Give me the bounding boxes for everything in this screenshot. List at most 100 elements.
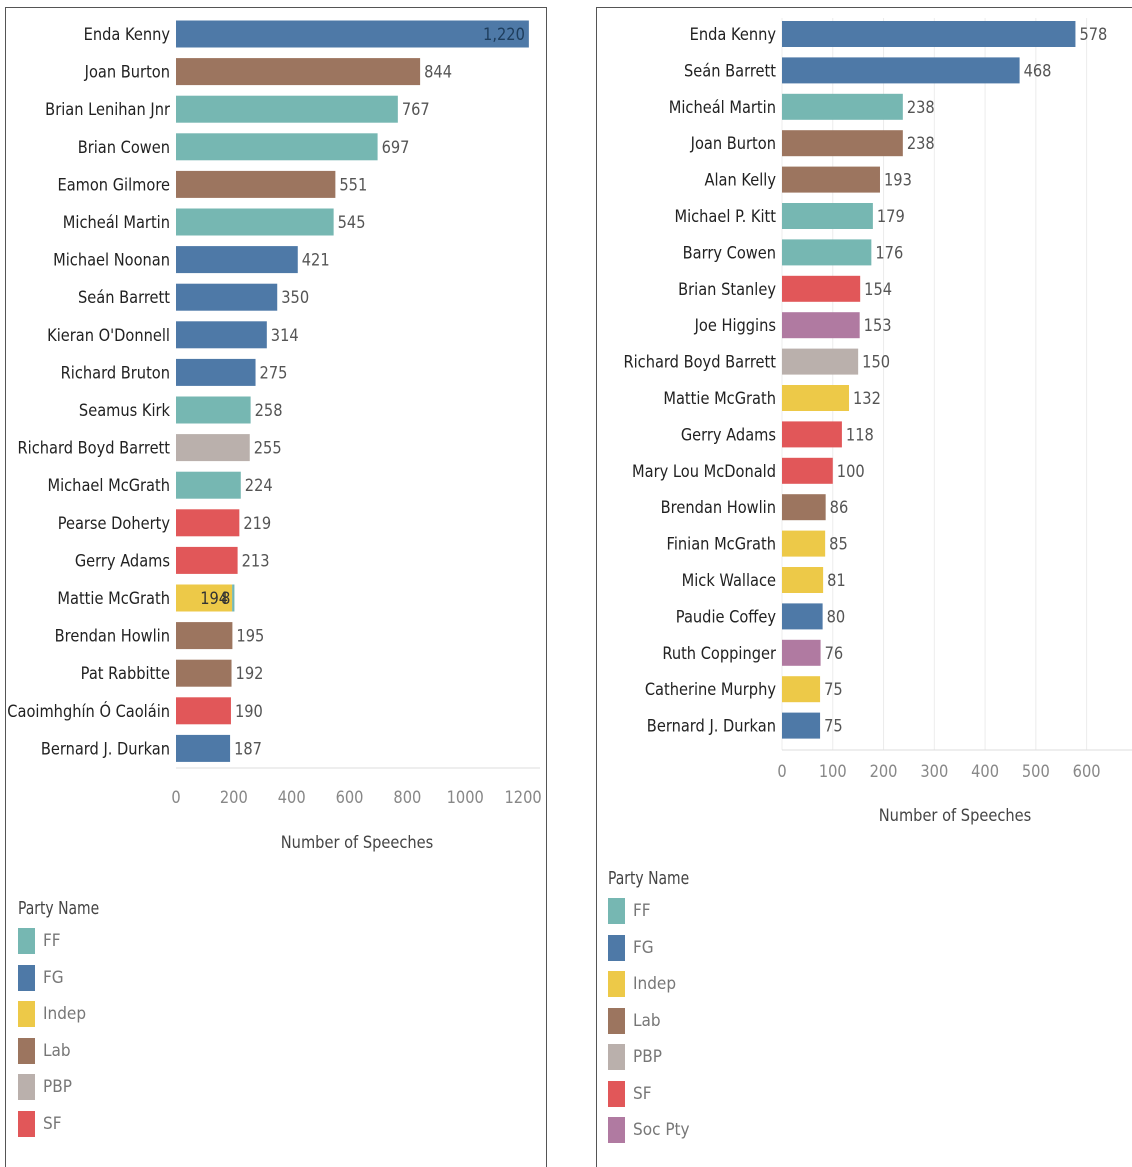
legend-item-fg[interactable]: FG [18, 960, 112, 997]
bar-eamon-gilmore [176, 170, 336, 198]
bar-bernard-j-durkan [782, 712, 821, 739]
value-label-michael-noonan: 421 [302, 250, 330, 270]
x-tick-label: 100 [819, 761, 847, 781]
legend-swatch [18, 964, 35, 991]
x-tick-label: 600 [1073, 761, 1101, 781]
left-legend: Party Name FF FG Indep Lab PBP SF [18, 898, 112, 1142]
left-bar-chart: Enda Kenny 1,220 Joan Burton 844 Brian Lenih… [7, 20, 542, 852]
bar-label-gerry-adams: Gerry Adams [75, 550, 170, 570]
legend-label: FG [43, 967, 64, 988]
bar-brian-lenihan-jnr [176, 95, 398, 123]
value-label-finian-mcgrath: 85 [829, 534, 848, 554]
legend-item-indep[interactable]: Indep [608, 966, 702, 1003]
legend-item-lab[interactable]: Lab [18, 1033, 112, 1070]
value-label-sean-barrett: 350 [281, 287, 309, 307]
legend-item-indep[interactable]: Indep [18, 996, 112, 1033]
value-label-micheal-martin: 238 [907, 97, 935, 117]
bar-seamus-kirk [176, 396, 251, 424]
value-label-ruth-coppinger: 76 [825, 643, 844, 663]
value-label-mary-lou-mcdonald: 100 [837, 461, 865, 481]
value-label-kieran-o-donnell: 314 [271, 325, 299, 345]
value-label-bernard-j-durkan: 75 [824, 716, 843, 736]
bar-label-ruth-coppinger: Ruth Coppinger [662, 643, 776, 663]
segment-value-label: 194 [200, 588, 228, 608]
bar-label-pearse-doherty: Pearse Doherty [58, 513, 170, 533]
legend-swatch [608, 1007, 625, 1034]
legend-label: Indep [43, 1004, 87, 1025]
value-label-brian-cowen: 697 [382, 137, 410, 157]
legend-item-lab[interactable]: Lab [608, 1003, 702, 1040]
legend-item-pbp[interactable]: PBP [18, 1069, 112, 1106]
x-tick-label: 1200 [504, 787, 541, 807]
bar-label-brian-lenihan-jnr: Brian Lenihan Jnr [45, 99, 170, 119]
value-label-caoimhghin-o-caolain: 190 [235, 701, 263, 721]
bar-label-barry-cowen: Barry Cowen [683, 242, 776, 262]
legend-item-fg[interactable]: FG [608, 930, 702, 967]
legend-swatch [608, 898, 625, 925]
x-tick-label: 400 [278, 787, 306, 807]
bar-label-sean-barrett: Seán Barrett [78, 287, 170, 307]
bar-sean-barrett [782, 57, 1020, 84]
value-label-gerry-adams: 118 [846, 424, 874, 444]
value-label-richard-boyd-barrett: 150 [862, 352, 890, 372]
legend-item-soc-pty[interactable]: Soc Pty [608, 1112, 702, 1149]
bar-label-joan-burton: Joan Burton [690, 133, 776, 153]
bar-label-michael-mcgrath: Michael McGrath [47, 475, 170, 495]
legend-label: PBP [633, 1047, 662, 1068]
value-label-brian-stanley: 154 [864, 279, 892, 299]
legend-swatch [608, 1080, 625, 1107]
bar-mattie-mcgrath [782, 385, 850, 411]
x-tick-label: 500 [1022, 761, 1050, 781]
value-label-brendan-howlin: 86 [830, 497, 849, 517]
value-label-pat-rabbitte: 192 [236, 663, 264, 683]
bar-label-mattie-mcgrath: Mattie McGrath [663, 388, 776, 408]
bar-catherine-murphy [782, 676, 821, 703]
bar-label-enda-kenny: Enda Kenny [690, 24, 776, 44]
legend-item-ff[interactable]: FF [608, 893, 702, 930]
bar-label-paudie-coffey: Paudie Coffey [676, 606, 776, 626]
bar-micheal-martin [176, 208, 334, 236]
x-tick-label: 0 [171, 787, 180, 807]
value-label-joan-burton: 238 [907, 133, 935, 153]
bar-enda-kenny [176, 20, 529, 48]
right-legend: Party Name FF FG Indep Lab PBP SF Soc Pty [608, 868, 702, 1149]
bar-gerry-adams [176, 546, 238, 574]
bar-label-micheal-martin: Micheál Martin [63, 212, 170, 232]
bar-barry-cowen [782, 239, 872, 266]
left-chart-frame [5, 7, 547, 1167]
value-label-micheal-martin: 545 [338, 212, 366, 232]
bar-label-michael-noonan: Michael Noonan [53, 250, 170, 270]
bar-label-micheal-martin: Micheál Martin [669, 97, 776, 117]
bar-mick-wallace [782, 567, 824, 593]
legend-swatch [608, 971, 625, 998]
legend-item-sf[interactable]: SF [18, 1106, 112, 1143]
value-label-richard-boyd-barrett: 255 [254, 438, 282, 458]
bar-label-kieran-o-donnell: Kieran O'Donnell [47, 325, 170, 345]
x-tick-label: 400 [971, 761, 999, 781]
value-label-mick-wallace: 81 [827, 570, 846, 590]
value-label-gerry-adams: 213 [242, 550, 270, 570]
legend-swatch [18, 1001, 35, 1028]
bar-label-alan-kelly: Alan Kelly [704, 170, 776, 190]
bar-bernard-j-durkan [176, 734, 231, 762]
bar-label-sean-barrett: Seán Barrett [684, 60, 776, 80]
legend-item-sf[interactable]: SF [608, 1076, 702, 1113]
legend-item-ff[interactable]: FF [18, 923, 112, 960]
value-label-paudie-coffey: 80 [827, 606, 846, 626]
bar-mattie-mcgrath-indep [176, 584, 233, 612]
bar-label-richard-bruton: Richard Bruton [61, 362, 170, 382]
bar-label-enda-kenny: Enda Kenny [84, 24, 170, 44]
legend-swatch [608, 1044, 625, 1071]
value-label-bernard-j-durkan: 187 [234, 738, 262, 758]
value-label-enda-kenny: 578 [1079, 24, 1107, 44]
bar-label-michael-p-kitt: Michael P. Kitt [674, 206, 776, 226]
bar-label-caoimhghin-o-caolain: Caoimhghín Ó Caoláin [7, 701, 170, 721]
bar-brendan-howlin [176, 622, 233, 650]
legend-title: Party Name [608, 868, 690, 889]
bar-label-joan-burton: Joan Burton [84, 62, 170, 82]
bar-label-brian-cowen: Brian Cowen [78, 137, 170, 157]
legend-item-pbp[interactable]: PBP [608, 1039, 702, 1076]
bar-enda-kenny [782, 21, 1076, 47]
bar-label-richard-boyd-barrett: Richard Boyd Barrett [623, 352, 776, 372]
bar-label-bernard-j-durkan: Bernard J. Durkan [647, 716, 776, 736]
